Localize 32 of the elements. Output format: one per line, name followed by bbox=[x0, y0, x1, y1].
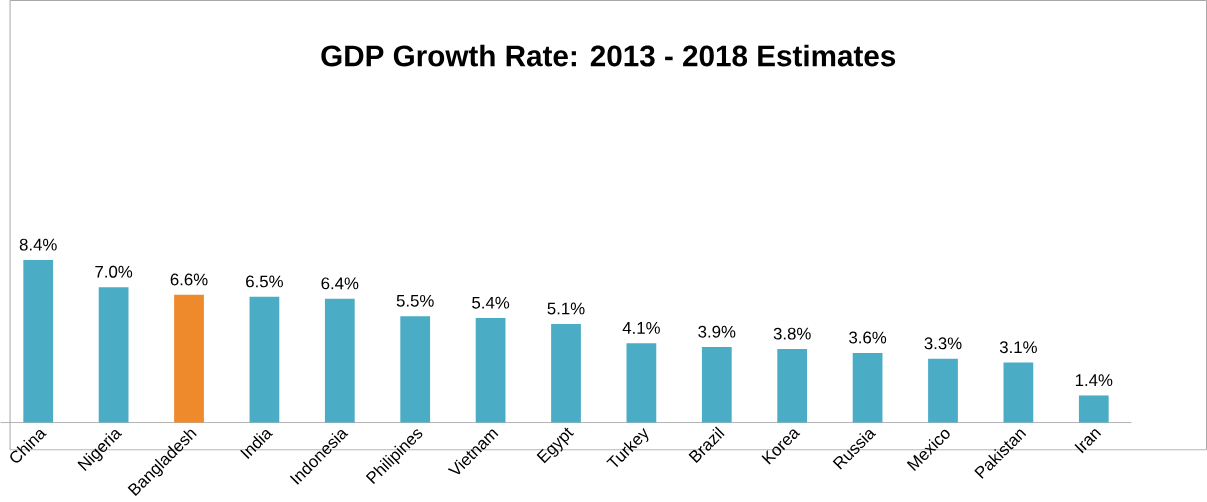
bar bbox=[400, 316, 431, 423]
data-label: 3.8% bbox=[773, 327, 811, 340]
bar bbox=[249, 296, 280, 423]
bar bbox=[324, 298, 355, 423]
bar bbox=[626, 343, 657, 423]
data-label: 1.4% bbox=[1075, 374, 1113, 386]
data-label: 6.5% bbox=[246, 275, 283, 288]
bar bbox=[475, 317, 506, 423]
bar bbox=[551, 323, 581, 423]
bar bbox=[777, 348, 808, 423]
chart-title: GDP Growth Rate: 2013 - 2018 Estimates bbox=[321, 44, 896, 67]
bar bbox=[1003, 362, 1034, 423]
bar bbox=[98, 287, 129, 423]
data-label: 7.0% bbox=[95, 265, 133, 278]
data-label: 3.3% bbox=[924, 337, 962, 350]
bar bbox=[852, 352, 883, 423]
data-label: 3.9% bbox=[698, 325, 736, 338]
data-label: 5.4% bbox=[472, 296, 510, 309]
data-label: 5.1% bbox=[547, 302, 585, 315]
bar bbox=[928, 358, 958, 423]
data-label: 6.4% bbox=[321, 277, 359, 290]
data-label: 4.1% bbox=[622, 321, 660, 334]
data-label: 5.5% bbox=[396, 294, 434, 307]
data-label: 3.6% bbox=[849, 331, 887, 344]
data-label: 3.1% bbox=[999, 341, 1037, 354]
bar bbox=[23, 259, 54, 423]
bar bbox=[1078, 395, 1109, 423]
bar bbox=[701, 346, 732, 423]
bar bbox=[174, 294, 204, 423]
x-tick-label: Iran bbox=[1074, 429, 1102, 454]
data-label: 8.4% bbox=[19, 238, 57, 251]
data-label: 6.6% bbox=[170, 273, 208, 286]
